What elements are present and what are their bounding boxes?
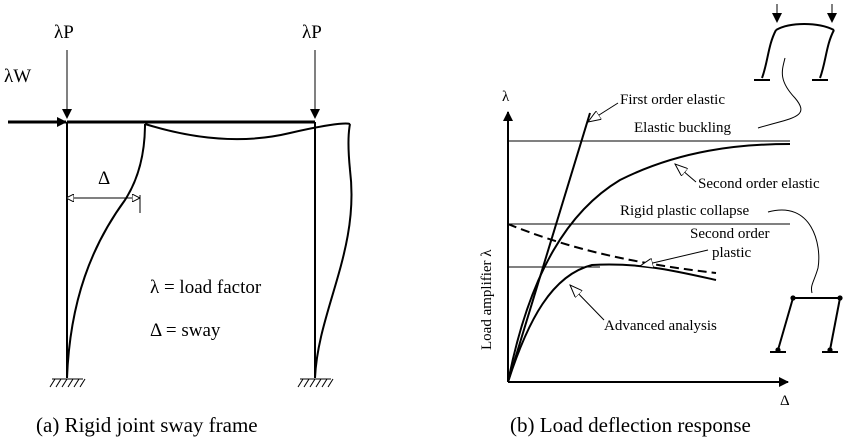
y-axis-label: Load amplifier λ [479,249,495,350]
caption-a: (a) Rigid joint sway frame [36,413,258,437]
label-second-order-plastic-2: plastic [712,245,751,261]
second-order-plastic-curve [507,223,717,274]
legend-sway: Δ = sway [150,320,221,341]
deformed-right-column [314,123,353,379]
collapse-connector [767,209,820,294]
leader-first-order-elastic [588,102,619,122]
advanced-analysis-curve [507,263,717,383]
label-rigid-plastic-collapse: Rigid plastic collapse [620,203,749,219]
x-axis-symbol: Δ [780,393,790,409]
buckling-connector [757,57,802,129]
collapse-mechanism-sketch [770,295,843,353]
second-order-elastic-curve [507,143,791,383]
right-vertical-load-label: λP [302,22,322,43]
label-advanced-analysis: Advanced analysis [604,318,717,334]
lateral-load-label: λW [4,66,31,87]
right-fixed-support [297,378,334,388]
deformed-beam [144,122,351,141]
left-fixed-support [49,378,86,388]
y-axis-symbol: λ [502,89,510,105]
buckling-mode-sketch [754,4,837,81]
legend-load-factor: λ = load factor [150,277,262,298]
deformed-left-column [66,123,146,379]
caption-b: (b) Load deflection response [510,413,751,437]
label-second-order-plastic-1: Second order [690,226,770,242]
sway-symbol: Δ [98,168,110,189]
leader-advanced-analysis [570,285,605,321]
label-second-order-elastic: Second order elastic [698,176,820,192]
panel-b-load-deflection: λ Δ Load amplifier λ First order elastic… [479,4,843,437]
leader-second-order-plastic [640,249,709,266]
label-elastic-buckling: Elastic buckling [634,120,732,136]
left-vertical-load-label: λP [54,22,74,43]
panel-a-sway-frame: λW λP λP Δ λ = load factor Δ = sway [4,22,353,437]
leader-second-order-elastic [675,164,697,183]
first-order-elastic-curve [507,112,591,383]
label-first-order-elastic: First order elastic [620,92,725,108]
